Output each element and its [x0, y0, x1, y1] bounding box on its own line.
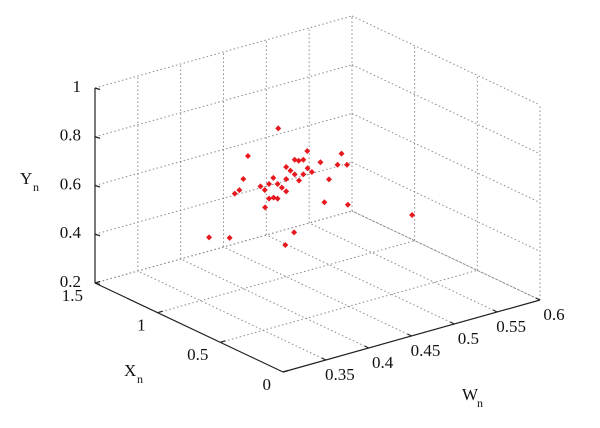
data-point	[236, 187, 243, 194]
data-point	[278, 184, 285, 191]
grid-line	[220, 269, 478, 343]
grid-line	[94, 113, 353, 186]
data-point	[270, 194, 277, 201]
data-point	[291, 171, 298, 178]
y-tick-label: 0.2	[60, 272, 81, 291]
tick-mark	[364, 345, 369, 349]
data-point	[257, 183, 264, 190]
grid-line	[351, 15, 541, 106]
x-tick-label: 1	[137, 316, 146, 335]
grid-line	[266, 234, 455, 325]
grid-line	[137, 270, 327, 361]
data-point	[338, 150, 345, 157]
w-tick-label: 0.4	[372, 353, 394, 372]
data-point	[343, 161, 350, 168]
y-tick-label: 0.4	[60, 223, 82, 242]
data-point	[304, 165, 311, 172]
data-point	[317, 159, 324, 166]
tick-mark	[94, 184, 101, 188]
x-axis-label: X	[124, 361, 136, 380]
tick-mark	[282, 369, 289, 373]
tick-mark	[321, 357, 327, 361]
grid-line	[94, 15, 353, 89]
data-point	[266, 195, 273, 202]
w-axis-label-sub: n	[477, 396, 483, 410]
w-tick-label: 0.55	[496, 317, 526, 336]
grid-line	[94, 64, 353, 138]
data-point	[291, 229, 298, 236]
data-point	[300, 171, 307, 178]
y-tick-label: 0.6	[60, 174, 81, 193]
data-point	[326, 176, 332, 183]
data-point	[304, 148, 311, 155]
grid-line	[223, 246, 412, 337]
grid-line	[180, 258, 369, 349]
tick-mark	[535, 297, 541, 301]
data-point	[283, 163, 290, 170]
data-point	[283, 176, 290, 183]
tick-mark	[94, 87, 101, 91]
data-point	[244, 153, 251, 160]
data-point	[274, 181, 281, 188]
x-axis-label-sub: n	[137, 372, 143, 386]
data-point	[287, 167, 294, 174]
w-tick-label: 0.6	[543, 305, 564, 324]
x-tick-label: 0.5	[187, 345, 208, 364]
tick-mark	[450, 321, 455, 325]
tick-mark	[492, 309, 498, 313]
x-tick-label: 0	[263, 375, 272, 394]
data-point	[261, 187, 268, 194]
tick-mark	[157, 310, 163, 314]
grid-line	[308, 222, 498, 313]
tick-mark	[407, 333, 412, 337]
grid-line	[157, 240, 415, 314]
w-tick-label: 0.35	[325, 365, 355, 384]
y-tick-label: 0.8	[60, 126, 81, 145]
data-point	[266, 180, 273, 187]
grid-line	[94, 161, 353, 235]
w-axis-label: W	[462, 385, 479, 404]
tick-mark	[220, 340, 226, 343]
grid-line	[94, 210, 353, 284]
data-point	[275, 125, 282, 132]
data-point	[262, 204, 269, 211]
data-point	[308, 168, 315, 175]
grid-line	[351, 113, 541, 203]
data-point	[231, 190, 238, 197]
data-point	[300, 156, 307, 163]
y-axis-label-sub: n	[33, 180, 39, 194]
data-point	[409, 212, 416, 219]
grid-line	[351, 210, 541, 301]
data-point	[282, 241, 289, 248]
data-point	[283, 188, 290, 195]
y-tick-label: 1	[73, 77, 82, 96]
grid-line	[351, 64, 541, 155]
x-tick-label: 1.5	[62, 286, 83, 305]
tick-mark	[94, 233, 101, 237]
y-axis-label: Y	[20, 169, 32, 188]
data-point	[240, 175, 247, 182]
data-point	[334, 161, 341, 168]
w-tick-label: 0.5	[458, 329, 479, 348]
data-point	[321, 199, 328, 206]
data-point	[344, 201, 351, 208]
grid-line	[351, 161, 541, 252]
data-point	[226, 234, 233, 241]
data-point	[270, 174, 277, 181]
data-point	[295, 157, 302, 164]
tick-mark	[94, 282, 101, 286]
data-point	[206, 234, 213, 241]
tick-mark	[94, 136, 101, 139]
data-point	[296, 177, 303, 184]
w-tick-label: 0.45	[411, 341, 441, 360]
axis-line	[94, 282, 284, 373]
